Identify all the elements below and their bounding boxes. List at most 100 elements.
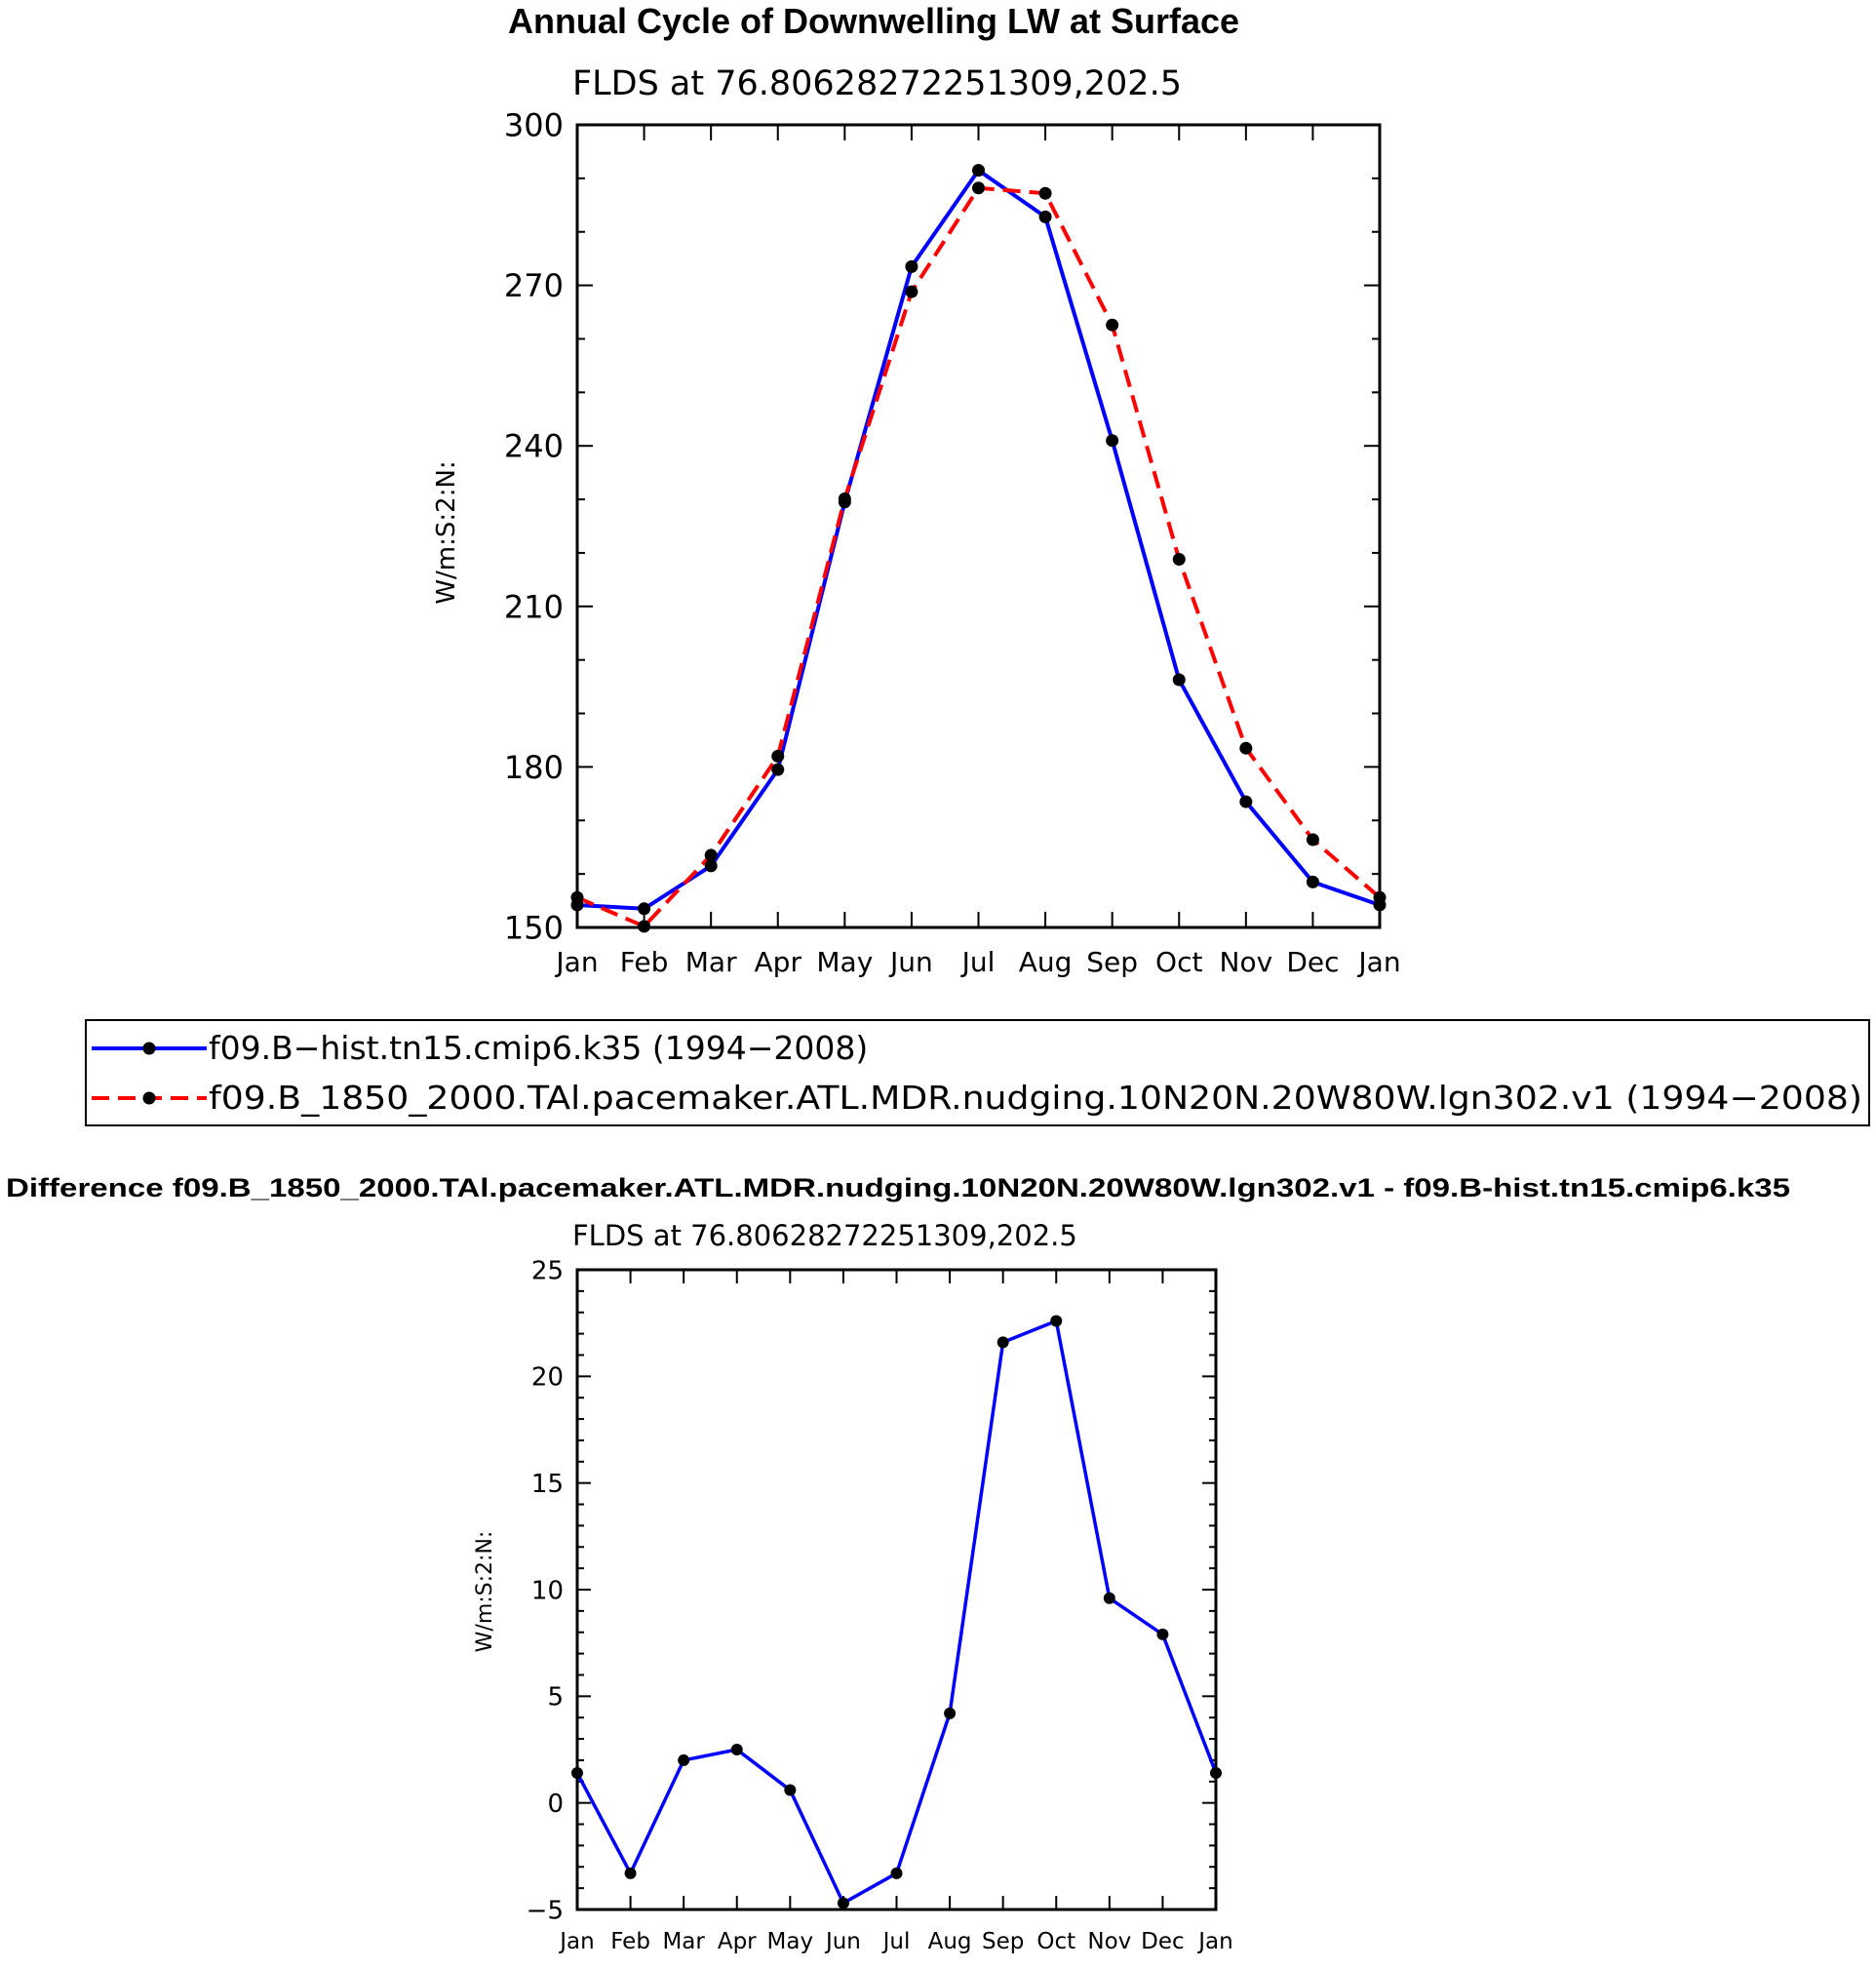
annual-cycle-chart: Annual Cycle of Downwelling LW at Surfac… — [432, 1, 1401, 978]
c2-series-1-point — [678, 1753, 690, 1766]
c2-x-tick-label: Jul — [881, 1929, 911, 1954]
c2-y-tick-label: 20 — [531, 1363, 564, 1393]
c2-x-tick-label: May — [767, 1929, 814, 1954]
c2-x-tick-label: Jan — [558, 1929, 594, 1954]
c1-y-tick-label: 210 — [504, 588, 564, 625]
c2-x-tick-label: Apr — [718, 1929, 757, 1954]
c1-x-tick-label: Dec — [1286, 946, 1339, 978]
c1-series-2-point — [1373, 890, 1387, 904]
chart2-ticks — [576, 1269, 1217, 1910]
c1-x-tick-label: Jan — [554, 946, 598, 978]
c1-x-tick-label: Sep — [1086, 946, 1138, 978]
c2-series-1-point — [1210, 1767, 1222, 1780]
c1-series-2-point — [638, 920, 651, 933]
c1-series-2-point — [905, 285, 918, 298]
c1-x-tick-label: Nov — [1220, 946, 1273, 978]
c1-series-2-point — [1172, 553, 1186, 567]
c2-x-tick-label: Mar — [662, 1929, 705, 1954]
c2-series-1-point — [730, 1744, 743, 1755]
c2-x-tick-label: Feb — [610, 1929, 650, 1954]
c2-x-tick-label: Nov — [1087, 1929, 1131, 1954]
c1-series-2-point — [838, 492, 851, 506]
c1-series-1-point — [1239, 795, 1253, 808]
c2-series-1-point — [1050, 1315, 1063, 1327]
c2-y-tick-label: 0 — [547, 1790, 564, 1819]
chart2-subtitle: FLDS at 76.80628272251309,202.5 — [572, 1219, 1077, 1252]
c1-x-tick-label: May — [816, 946, 873, 978]
c2-series-1-line — [575, 1319, 1218, 1906]
legend-marker-series-1 — [142, 1042, 156, 1055]
c2-series-1-point — [784, 1784, 797, 1796]
legend: f09.B−hist.tn15.cmip6.k35 (1994−2008) f0… — [85, 1019, 1870, 1126]
c1-series-2-point — [1106, 318, 1119, 332]
c2-series-1-point — [837, 1897, 849, 1910]
c1-series-2-point — [570, 890, 584, 904]
chart2-plot-frame — [575, 1268, 1218, 1911]
c1-y-tick-label: 180 — [504, 749, 564, 786]
c1-y-tick-label: 150 — [504, 910, 564, 947]
c2-x-tick-label: Jun — [824, 1929, 861, 1954]
c1-series-1-point — [1306, 875, 1319, 888]
chart2-ylabel: W/m:S:2:N: — [473, 1531, 497, 1653]
c2-series-1-point — [624, 1867, 637, 1879]
chart1-y-tick-labels: 150 180 210 240 270 300 — [504, 107, 564, 947]
c2-x-tick-label: Aug — [928, 1929, 972, 1954]
c1-y-tick-label: 270 — [504, 267, 564, 304]
c1-series-2-point — [1038, 186, 1052, 200]
c1-y-tick-label: 240 — [504, 428, 564, 465]
legend-marker-series-2 — [142, 1091, 156, 1105]
c2-x-tick-label: Sep — [982, 1929, 1024, 1954]
chart1-title: Annual Cycle of Downwelling LW at Surfac… — [508, 1, 1239, 41]
c1-x-tick-label: Jun — [888, 946, 933, 978]
chart1-ylabel: W/m:S:2:N: — [432, 460, 461, 604]
chart1-plot-frame — [575, 123, 1382, 929]
c2-series-1-point — [890, 1867, 903, 1879]
c1-x-tick-label: Jul — [960, 946, 996, 978]
c2-series-1-point — [944, 1707, 957, 1719]
c1-series-1-point — [972, 164, 985, 177]
c1-x-tick-label: Jan — [1356, 946, 1400, 978]
c1-series-2-point — [1306, 833, 1319, 847]
c1-y-tick-label: 300 — [504, 107, 564, 144]
c1-x-tick-label: Oct — [1155, 946, 1202, 978]
c2-y-tick-label: 15 — [531, 1470, 564, 1499]
chart1-series — [570, 164, 1387, 933]
c1-x-tick-label: Aug — [1019, 946, 1073, 978]
chart2-title: Difference f09.B_1850_2000.TAl.pacemaker… — [6, 1173, 1790, 1202]
legend-label-series-2: f09.B_1850_2000.TAl.pacemaker.ATL.MDR.nu… — [209, 1079, 1862, 1117]
chart1-ticks — [576, 124, 1381, 928]
c1-series-1-point — [905, 259, 918, 273]
c1-series-2-point — [771, 749, 785, 763]
c2-series-1-point — [1156, 1628, 1169, 1640]
c2-x-tick-label: Jan — [1196, 1929, 1232, 1954]
legend-label-series-1: f09.B−hist.tn15.cmip6.k35 (1994−2008) — [209, 1029, 868, 1067]
chart2-y-tick-labels: −5 0 5 10 15 20 25 — [527, 1256, 564, 1925]
c1-series-1-line — [576, 168, 1381, 911]
c2-y-tick-label: −5 — [527, 1896, 564, 1925]
c2-x-tick-label: Oct — [1036, 1929, 1075, 1954]
c1-series-1-point — [771, 763, 785, 776]
chart2-series — [571, 1315, 1222, 1910]
c2-series-1-point — [571, 1767, 583, 1780]
c2-series-1-point — [997, 1336, 1009, 1349]
c1-series-1-point — [638, 902, 651, 916]
c1-series-2-point — [972, 181, 985, 195]
c1-series-1-point — [704, 859, 718, 873]
c2-x-tick-label: Dec — [1141, 1929, 1185, 1954]
c1-x-tick-label: Feb — [620, 946, 669, 978]
c2-y-tick-label: 25 — [531, 1256, 564, 1285]
c1-x-tick-label: Apr — [755, 946, 802, 978]
c2-y-tick-label: 10 — [531, 1576, 564, 1605]
c1-series-2-point — [1239, 741, 1253, 755]
c1-series-1-point — [1172, 673, 1186, 687]
c1-x-tick-label: Mar — [685, 946, 737, 978]
c2-series-1-point — [1103, 1592, 1115, 1604]
difference-chart: Difference f09.B_1850_2000.TAl.pacemaker… — [6, 1173, 1790, 1954]
c2-y-tick-label: 5 — [547, 1683, 564, 1713]
c1-series-1-point — [1038, 210, 1052, 223]
chart1-x-tick-labels: Jan Feb Mar Apr May Jun Jul Aug Sep Oct Nov Dec Jan — [554, 946, 1400, 978]
c1-series-2-point — [704, 848, 718, 862]
chart2-x-tick-labels: Jan Feb Mar Apr May Jun Jul Aug Sep Oct Nov Dec Jan — [558, 1929, 1232, 1954]
chart1-subtitle: FLDS at 76.80628272251309,202.5 — [572, 64, 1182, 103]
